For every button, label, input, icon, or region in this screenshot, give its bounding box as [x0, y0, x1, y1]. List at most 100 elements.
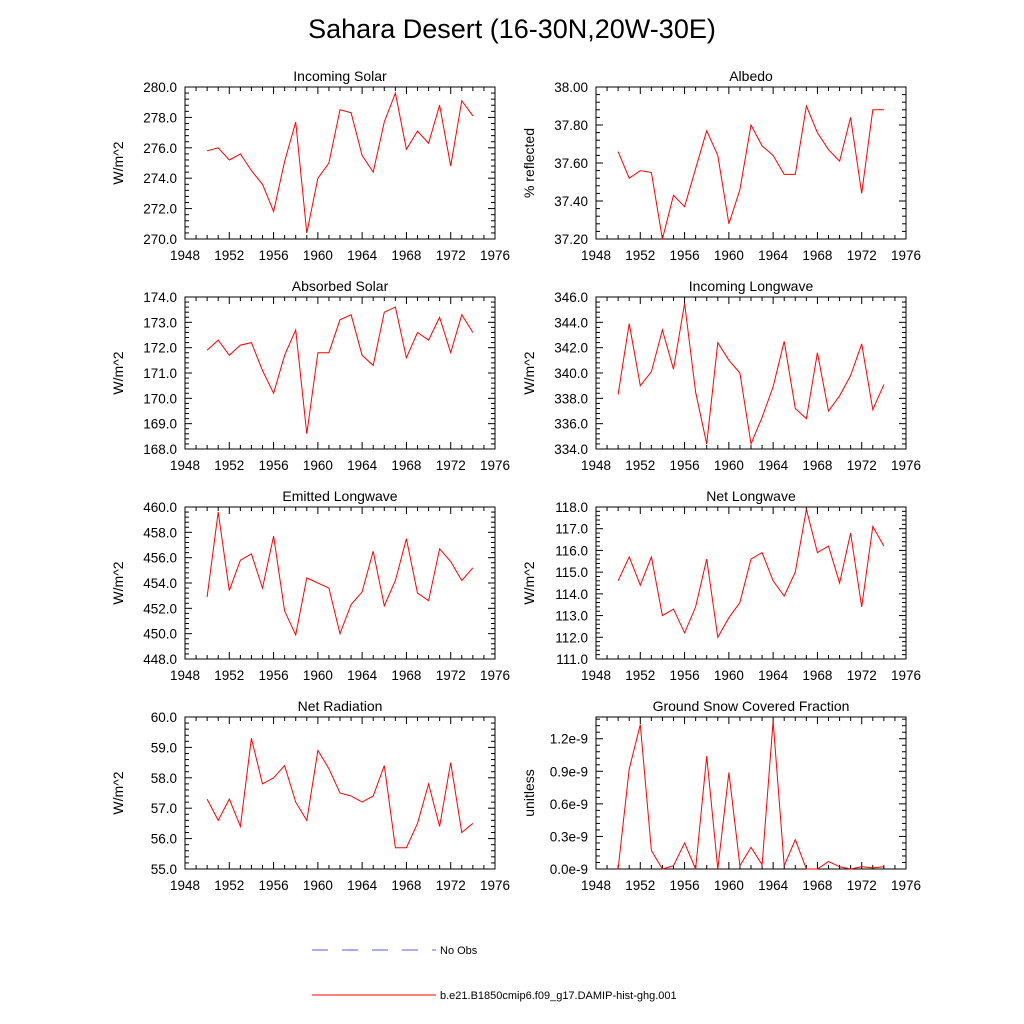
x-tick-label: 1968: [802, 458, 832, 473]
x-tick-label: 1964: [347, 878, 378, 893]
y-tick-label: 336.0: [554, 417, 588, 432]
x-tick-label: 1964: [347, 458, 378, 473]
x-tick-label: 1976: [480, 248, 510, 263]
panel-title: Emitted Longwave: [282, 488, 397, 504]
x-tick-label: 1968: [391, 668, 421, 683]
x-tick-label: 1964: [758, 458, 789, 473]
y-axis-label: % reflected: [521, 128, 537, 198]
panel-emitted-longwave: Emitted Longwave 1948 1952 1956 1960 1964 1968…: [110, 488, 510, 683]
x-tick-label: 1968: [802, 248, 832, 263]
y-tick-label: 270.0: [143, 232, 177, 247]
plot-frame: [595, 506, 907, 660]
y-tick-label: 173.0: [143, 315, 177, 330]
plot-frame: [184, 506, 496, 660]
x-tick-label: 1968: [391, 878, 421, 893]
x-tick-label: 1964: [347, 668, 378, 683]
y-tick-label: 58.0: [151, 771, 177, 786]
y-tick-label: 57.0: [151, 801, 177, 816]
y-tick-label: 278.0: [143, 110, 177, 125]
x-tick-label: 1948: [170, 878, 200, 893]
x-tick-label: 1972: [436, 248, 466, 263]
y-tick-label: 170.0: [143, 391, 177, 406]
x-tick-label: 1972: [436, 458, 466, 473]
x-tick-label: 1948: [170, 458, 200, 473]
x-tick-label: 1972: [847, 458, 877, 473]
series-line: [617, 104, 884, 240]
panel-title: Incoming Longwave: [689, 278, 814, 294]
x-tick-label: 1960: [303, 458, 333, 473]
x-tick-label: 1956: [670, 878, 700, 893]
y-axis-label: W/m^2: [110, 141, 126, 184]
panel-incoming-solar: Incoming Solar 1948 1952 1956 1960 1964 1968 19…: [110, 68, 510, 263]
y-tick-label: 280.0: [143, 80, 177, 95]
series-line: [617, 303, 885, 446]
x-tick-label: 1952: [625, 878, 655, 893]
plot-frame: [595, 716, 907, 870]
x-tick-label: 1968: [391, 458, 421, 473]
y-tick-label: 59.0: [151, 740, 177, 755]
legend: No Obs b.e21.B1850cmip6.f09_g17.DAMIP-his…: [312, 945, 677, 1002]
x-tick-label: 1952: [214, 248, 244, 263]
x-tick-label: 1952: [625, 668, 655, 683]
x-tick-label: 1956: [259, 248, 289, 263]
y-tick-label: 111.0: [556, 652, 588, 667]
x-tick-label: 1948: [170, 248, 200, 263]
x-tick-label: 1976: [480, 668, 510, 683]
x-tick-label: 1968: [391, 248, 421, 263]
x-tick-label: 1956: [670, 458, 700, 473]
series-line: [206, 512, 474, 637]
y-tick-label: 37.40: [554, 194, 588, 209]
x-tick-label: 1964: [758, 248, 789, 263]
y-tick-label: 118.0: [555, 500, 588, 515]
x-tick-label: 1964: [347, 248, 378, 263]
series-line: [206, 91, 474, 233]
y-tick-label: 113.0: [555, 609, 588, 624]
panel-title: Net Radiation: [298, 698, 383, 714]
x-tick-label: 1948: [581, 668, 611, 683]
series-line: [617, 509, 885, 639]
y-tick-label: 338.0: [554, 391, 588, 406]
y-tick-label: 458.0: [143, 525, 177, 540]
y-tick-label: 460.0: [143, 500, 177, 515]
x-tick-label: 1960: [714, 878, 744, 893]
panel-title: Absorbed Solar: [292, 278, 389, 294]
x-tick-label: 1972: [847, 668, 877, 683]
y-tick-label: 117.0: [555, 522, 588, 537]
x-tick-label: 1948: [581, 248, 611, 263]
x-tick-label: 1956: [670, 668, 700, 683]
x-tick-label: 1972: [847, 878, 877, 893]
y-tick-label: 172.0: [143, 341, 177, 356]
x-tick-label: 1952: [625, 458, 655, 473]
plot-frame: [595, 296, 907, 450]
figure-title: Sahara Desert (16-30N,20W-30E): [308, 14, 716, 44]
legend-no-obs-label: No Obs: [440, 945, 478, 957]
y-tick-label: 37.20: [554, 232, 588, 247]
panel-absorbed-solar: Absorbed Solar 1948 1952 1956 1960 1964 1968 19…: [110, 278, 510, 473]
x-tick-label: 1976: [891, 668, 921, 683]
x-tick-label: 1952: [625, 248, 655, 263]
panel-net-radiation: Net Radiation 1948 1952 1956 1960 1964 1968 197…: [110, 698, 510, 893]
x-tick-label: 1956: [259, 668, 289, 683]
y-tick-label: 276.0: [143, 141, 177, 156]
series-line: [206, 738, 474, 849]
y-tick-label: 342.0: [554, 341, 588, 356]
x-tick-label: 1948: [170, 668, 200, 683]
panel-title: Net Longwave: [706, 488, 796, 504]
x-tick-label: 1964: [758, 878, 789, 893]
y-tick-label: 169.0: [143, 417, 177, 432]
x-tick-label: 1948: [581, 878, 611, 893]
legend-model-label: b.e21.B1850cmip6.f09_g17.DAMIP-hist-ghg.…: [440, 990, 677, 1002]
x-tick-label: 1956: [259, 878, 289, 893]
y-tick-label: 1.2e-9: [550, 732, 588, 747]
y-axis-label: W/m^2: [521, 351, 537, 394]
x-tick-label: 1976: [480, 878, 510, 893]
plot-frame: [595, 86, 907, 240]
x-tick-label: 1968: [802, 668, 832, 683]
y-tick-label: 274.0: [143, 171, 177, 186]
x-tick-label: 1960: [714, 668, 744, 683]
y-tick-label: 171.0: [143, 366, 177, 381]
x-tick-label: 1976: [480, 458, 510, 473]
panel-ground-snow-covered-fraction: Ground Snow Covered Fraction 1948 1952 1956…: [521, 698, 921, 893]
y-tick-label: 456.0: [143, 551, 177, 566]
y-tick-label: 452.0: [143, 601, 177, 616]
